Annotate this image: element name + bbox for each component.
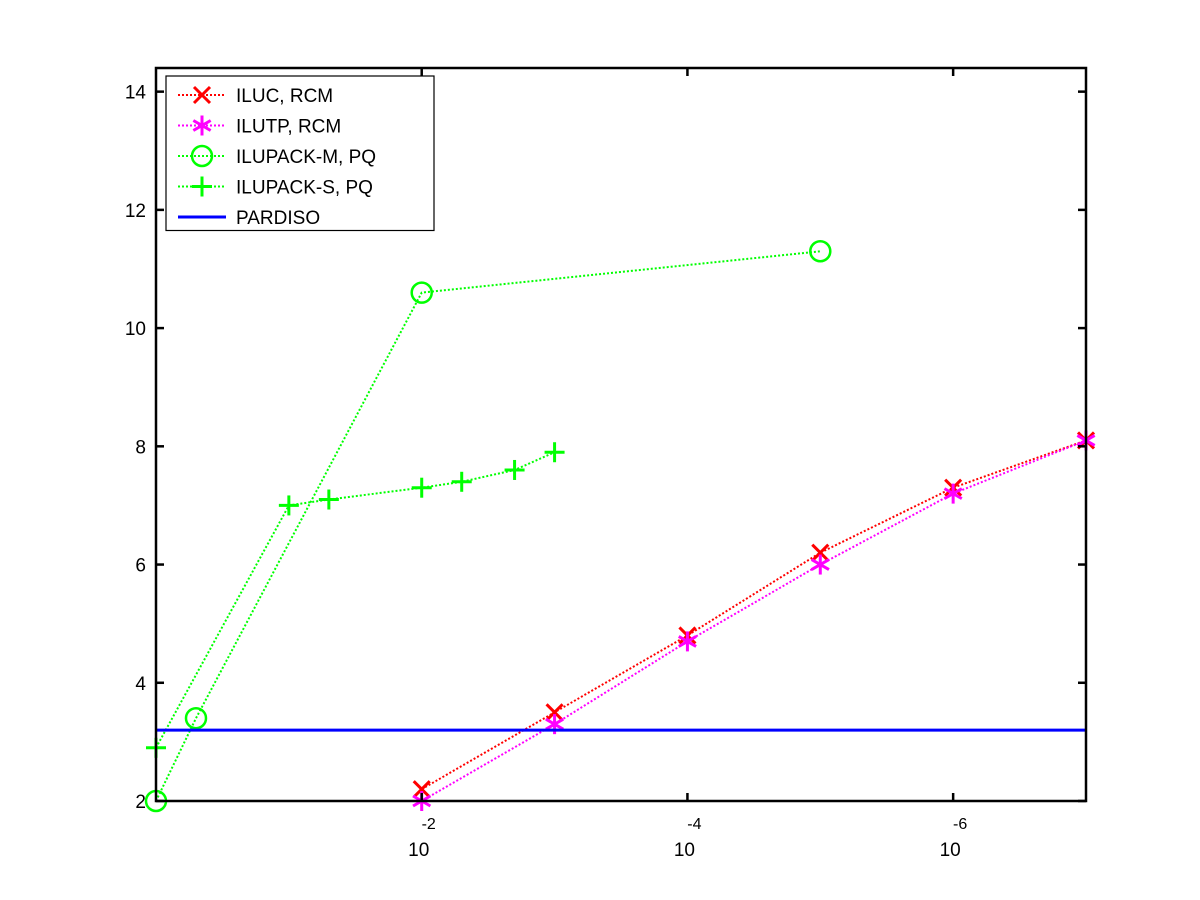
- y-tick-label-4: 10: [125, 319, 146, 340]
- legend-marker-0: [192, 85, 212, 105]
- axes-frame: [154, 66, 1088, 803]
- legend-entry-4: PARDISO: [178, 208, 320, 229]
- legend-marker-1: [192, 115, 212, 136]
- legend-entry-3: ILUPACK-S, PQ: [178, 176, 373, 199]
- legend-marker-3: [192, 176, 212, 197]
- data-point-s1-2: [678, 631, 697, 652]
- y-tick-label-5: 12: [125, 201, 146, 222]
- x-tick-base-1: 10: [674, 840, 695, 861]
- data-point-s3-3: [411, 477, 432, 498]
- x-tick-base-0: 10: [408, 840, 429, 861]
- data-point-s3-5: [504, 459, 525, 480]
- legend-entry-2: ILUPACK-M, PQ: [178, 144, 376, 168]
- y-tick-label-6: 14: [125, 83, 147, 104]
- legend-label-0: ILUC, RCM: [236, 86, 333, 107]
- y-tick-label-2: 6: [135, 556, 146, 577]
- data-point-s3-4: [451, 471, 472, 492]
- y-tick-label-3: 8: [135, 437, 146, 458]
- data-point-s0-1: [545, 703, 564, 722]
- legend-label-4: PARDISO: [236, 208, 320, 229]
- x-tick-base-2: 10: [940, 840, 961, 861]
- series-line-0: [421, 439, 1087, 791]
- legend-marker-2: [190, 144, 214, 168]
- data-point-s0-0: [412, 780, 431, 799]
- y-tick-label-1: 4: [135, 674, 146, 695]
- legend: ILUC, RCM ILUTP, RCM ILUPACK-M, PQ ILUPACK-…: [165, 75, 435, 232]
- data-point-s1-3: [810, 554, 830, 575]
- data-point-s1-4: [943, 483, 963, 504]
- legend-label-3: ILUPACK-S, PQ: [236, 178, 373, 199]
- legend-label-1: ILUTP, RCM: [236, 117, 341, 138]
- data-point-s3-2: [318, 489, 339, 510]
- data-point-s0-3: [811, 543, 830, 562]
- data-point-s2-2: [410, 281, 433, 304]
- x-tick-exponent-0: -2: [422, 816, 436, 833]
- x-tick-exponent-1: -4: [687, 816, 701, 833]
- series-1: [412, 430, 1096, 811]
- data-point-s2-3: [809, 240, 832, 263]
- legend-entry-1: ILUTP, RCM: [178, 115, 341, 138]
- series-line-2: [155, 250, 821, 802]
- data-point-s2-1: [184, 706, 208, 730]
- legend-entry-0: ILUC, RCM: [178, 85, 333, 107]
- series-line-1: [421, 439, 1087, 802]
- data-point-s3-1: [278, 495, 299, 516]
- data-point-s3-6: [544, 442, 565, 463]
- legend-label-2: ILUPACK-M, PQ: [236, 147, 376, 168]
- y-tick-label-0: 2: [135, 792, 146, 813]
- x-tick-exponent-2: -6: [953, 816, 967, 833]
- axes-layer: 2 4 6 8 10 12 14 10 -2 10 -4 10 -6: [125, 66, 1088, 861]
